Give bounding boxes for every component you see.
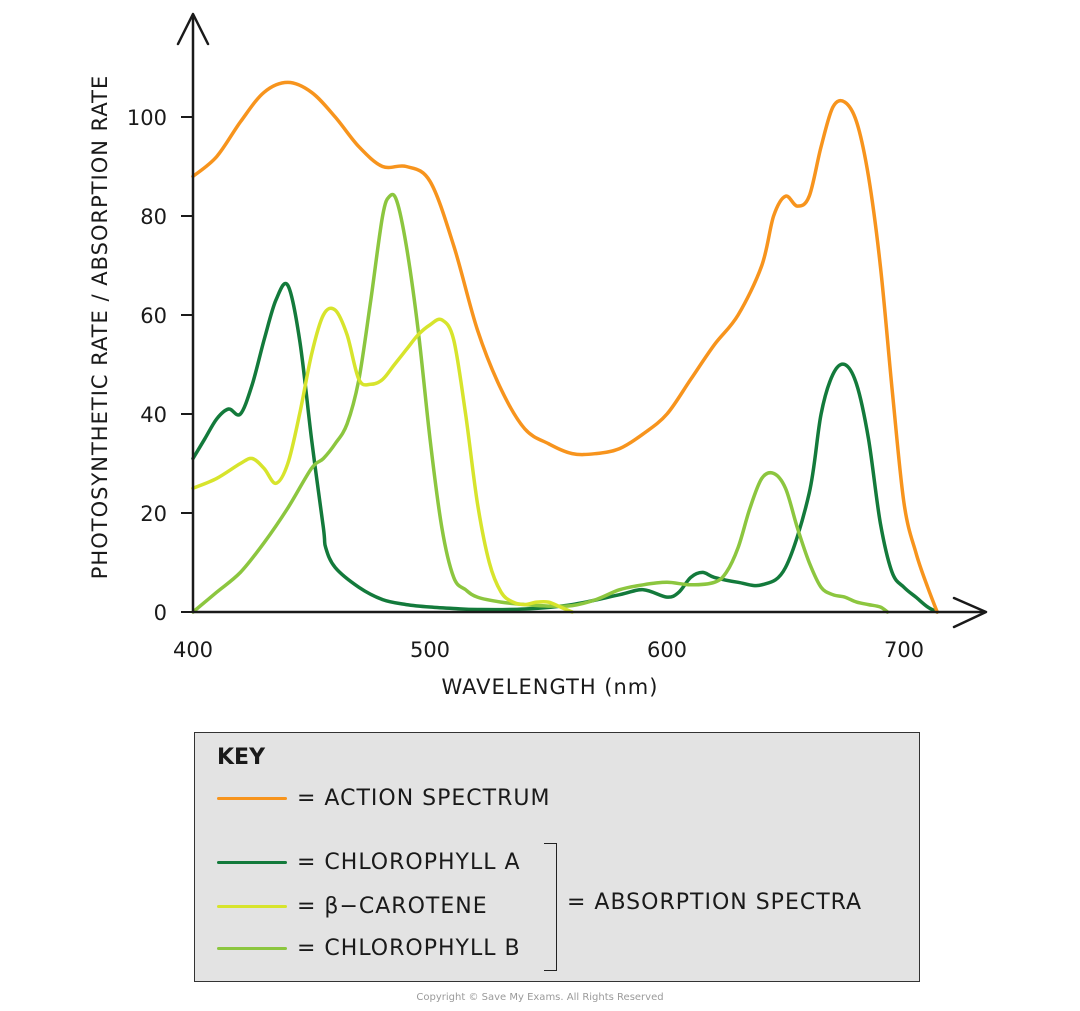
series-layer bbox=[191, 80, 939, 614]
series-line-chlorophyll-b bbox=[191, 192, 890, 614]
absorption-spectra-label: = ABSORPTION SPECTRA bbox=[567, 890, 863, 915]
y-tick-label: 40 bbox=[140, 403, 167, 427]
key-label: = CHLOROPHYLL B bbox=[297, 935, 521, 961]
y-tick-label: 0 bbox=[154, 601, 167, 625]
series-line-action-spectrum bbox=[191, 80, 939, 614]
x-tick-label: 500 bbox=[410, 638, 450, 662]
copyright-notice: Copyright © Save My Exams. All Rights Re… bbox=[416, 992, 664, 1003]
y-axis-arrow bbox=[176, 12, 210, 46]
key-label: = ACTION SPECTRUM bbox=[297, 785, 551, 811]
y-tick-label: 20 bbox=[140, 502, 167, 526]
chlorophyll-b-swatch bbox=[217, 946, 287, 950]
series-line-chlorophyll-a bbox=[191, 281, 939, 614]
x-axis-arrow bbox=[952, 596, 988, 629]
x-tick-label: 600 bbox=[647, 638, 687, 662]
chlorophyll-a-swatch bbox=[217, 860, 287, 864]
x-tick-label: 400 bbox=[173, 638, 213, 662]
x-axis-title: WAVELENGTH (nm) bbox=[442, 675, 659, 699]
ticks: 400 500 600 700 0 20 40 60 80 100 bbox=[127, 106, 924, 662]
key-item-chlorophyll-a: = CHLOROPHYLL A bbox=[217, 847, 521, 877]
series-line-carotene bbox=[191, 306, 574, 614]
key-item-beta-carotene: = β−CAROTENE bbox=[217, 891, 488, 921]
key-title: KEY bbox=[217, 745, 266, 770]
spectrum-chart: 400 500 600 700 0 20 40 60 80 100 WAVELENGTH (nm)… bbox=[88, 12, 988, 699]
y-axis-title: PHOTOSYNTHETIC RATE / ABSORPTION RATE bbox=[88, 75, 112, 579]
key-label: = CHLOROPHYLL A bbox=[297, 849, 521, 875]
key-label: = β−CAROTENE bbox=[297, 893, 488, 919]
key-item-action-spectrum: = ACTION SPECTRUM bbox=[217, 783, 550, 813]
axes bbox=[176, 12, 988, 629]
absorption-bracket bbox=[544, 843, 557, 971]
x-tick-label: 700 bbox=[884, 638, 924, 662]
beta-carotene-swatch bbox=[217, 904, 287, 908]
y-tick-label: 60 bbox=[140, 304, 167, 328]
y-tick-label: 100 bbox=[127, 106, 167, 130]
key-panel: KEY = ACTION SPECTRUM = CHLOROPHYLL A = … bbox=[194, 732, 920, 982]
key-item-chlorophyll-b: = CHLOROPHYLL B bbox=[217, 933, 521, 963]
y-tick-label: 80 bbox=[140, 205, 167, 229]
action-spectrum-swatch bbox=[217, 796, 287, 800]
